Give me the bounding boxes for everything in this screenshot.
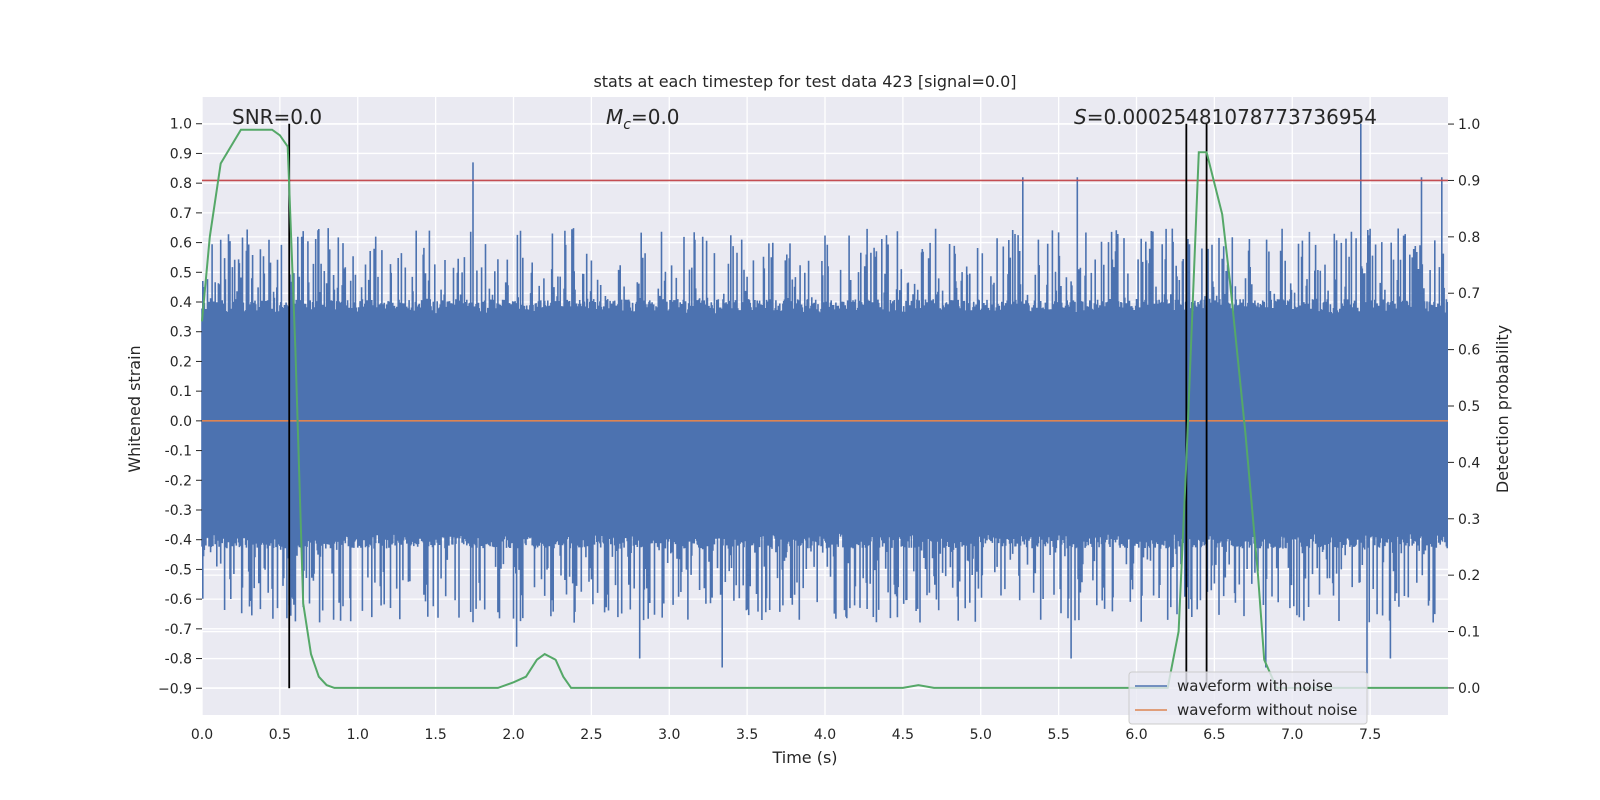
y-tick-label: 0.9 [170, 146, 192, 162]
x-tick-label: 6.0 [1125, 727, 1147, 743]
y2-tick-label: 0.2 [1458, 568, 1480, 584]
y-tick-label: -0.8 [165, 652, 192, 668]
y-tick-label: -0.7 [165, 622, 192, 638]
y2-tick-label: 0.6 [1458, 343, 1480, 359]
chirp-mass-subscript: c [623, 117, 631, 133]
legend-label-without-noise: waveform without noise [1177, 701, 1357, 719]
x-tick-label: 7.5 [1359, 727, 1381, 743]
y-tick-label: 0.4 [170, 295, 192, 311]
y-tick-label: -0.3 [165, 503, 192, 519]
y2-tick-label: 0.5 [1458, 399, 1480, 415]
y2-tick-label: 0.8 [1458, 230, 1480, 246]
y-tick-label: -0.2 [165, 473, 192, 489]
y2-tick-label: 0.0 [1458, 681, 1480, 697]
x-tick-label: 7.0 [1281, 727, 1303, 743]
x-tick-label: 5.0 [970, 727, 992, 743]
score-value: =0.00025481078773736954 [1087, 105, 1377, 129]
chart-title: stats at each timestep for test data 423… [593, 72, 1016, 91]
y2-tick-label: 0.9 [1458, 173, 1480, 189]
legend-label-with-noise: waveform with noise [1177, 677, 1333, 695]
detection-probability-line [201, 128, 1448, 689]
line-series [201, 123, 1448, 689]
y-axis-label: Whitened strain [125, 345, 144, 472]
x-tick-label: 1.0 [347, 727, 369, 743]
y2-tick-label: 0.7 [1458, 286, 1480, 302]
y-tick-label: -0.6 [165, 592, 192, 608]
chirp-mass-symbol: M [606, 105, 623, 129]
y-tick-label: 1.0 [170, 117, 192, 133]
y-tick-label: 0.3 [170, 325, 192, 341]
y-tick-label: 0.2 [170, 354, 192, 370]
y-tick-label: 0.1 [170, 384, 192, 400]
x-tick-label: 5.5 [1047, 727, 1069, 743]
y-tick-label: −0.9 [158, 681, 192, 697]
y-tick-label: 0.5 [170, 265, 192, 281]
y-tick-label: -0.1 [165, 444, 192, 460]
chirp-mass-value: =0.0 [631, 105, 680, 129]
snr-annotation: SNR=0.0 [232, 105, 322, 129]
x-axis-label: Time (s) [771, 748, 837, 767]
x-tick-label: 2.5 [580, 727, 602, 743]
y2-tick-label: 0.3 [1458, 512, 1480, 528]
y2-tick-label: 0.1 [1458, 625, 1480, 641]
y-tick-label: -0.5 [165, 562, 192, 578]
score-annotation: S=0.00025481078773736954 [1074, 105, 1377, 129]
x-tick-label: 3.5 [736, 727, 758, 743]
x-tick-label: 0.5 [269, 727, 291, 743]
y-tick-label: 0.6 [170, 236, 192, 252]
legend-box [1128, 671, 1368, 725]
y-tick-label: 0.8 [170, 176, 192, 192]
x-tick-label: 2.0 [502, 727, 524, 743]
x-tick-label: 6.5 [1203, 727, 1225, 743]
y-tick-label: -0.4 [165, 533, 192, 549]
x-tick-label: 3.0 [658, 727, 680, 743]
x-tick-label: 1.5 [424, 727, 446, 743]
y-tick-label: 0.0 [170, 414, 192, 430]
legend: waveform with noise waveform without noi… [1128, 671, 1368, 725]
y2-tick-label: 1.0 [1458, 117, 1480, 133]
x-tick-label: 4.5 [892, 727, 914, 743]
y2-axis-label: Detection probability [1493, 325, 1512, 493]
score-symbol: S [1074, 105, 1087, 129]
x-tick-label: 0.0 [191, 727, 213, 743]
chirp-mass-annotation: Mc=0.0 [606, 105, 680, 133]
y2-tick-label: 0.4 [1458, 455, 1480, 471]
axis-ticks: 0.0 0.5 1.0 1.5 2.0 2.5 3.0 3.5 4.0 4.5 5.0 5.5 6.0 6… [158, 117, 1480, 743]
x-tick-label: 4.0 [814, 727, 836, 743]
y-tick-label: 0.7 [170, 206, 192, 222]
